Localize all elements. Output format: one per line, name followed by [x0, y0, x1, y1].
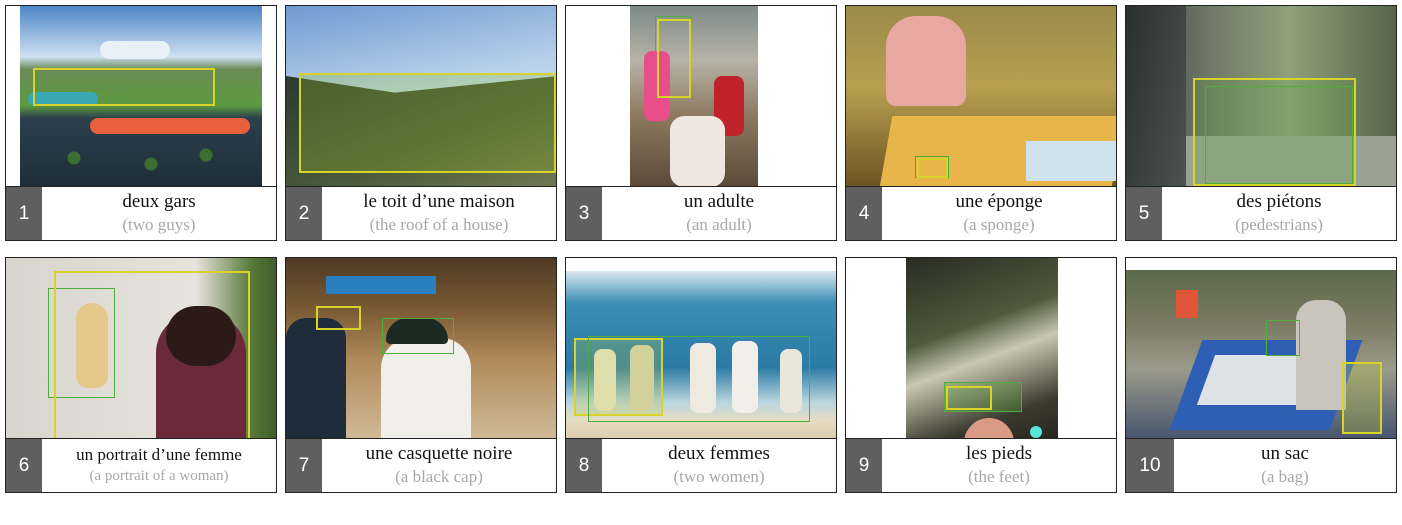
grid-card-6[interactable]: 6 un portrait d’une femme (a portrait of…: [5, 257, 277, 493]
caption-6: 6 un portrait d’une femme (a portrait of…: [6, 438, 276, 492]
caption-5: 5 des piétons (pedestrians): [1126, 186, 1396, 240]
grid-card-10[interactable]: 10 un sac (a bag): [1125, 257, 1397, 493]
caption-english: (pedestrians): [1235, 215, 1323, 234]
caption-8: 8 deux femmes (two women): [566, 438, 836, 492]
yellow-box: [657, 19, 691, 98]
caption-french: une éponge: [955, 191, 1043, 212]
caption-7: 7 une casquette noire (a black cap): [286, 438, 556, 492]
number-tab: 2: [286, 187, 322, 240]
yellow-box: [54, 271, 250, 459]
caption-french: deux gars: [122, 191, 196, 212]
caption-10: 10 un sac (a bag): [1126, 438, 1396, 492]
yellow-box: [299, 73, 556, 173]
caption-french: des piétons: [1236, 191, 1322, 212]
caption-2: 2 le toit d’une maison (the roof of a ho…: [286, 186, 556, 240]
caption-3: 3 un adulte (an adult): [566, 186, 836, 240]
grid-image-3: [566, 6, 836, 187]
caption-english: (the feet): [968, 467, 1030, 486]
grid-card-3[interactable]: 3 un adulte (an adult): [565, 5, 837, 241]
caption-english: (a portrait of a woman): [89, 468, 229, 484]
yellow-box: [33, 68, 215, 106]
green-box: [48, 288, 115, 398]
number-tab: 1: [6, 187, 42, 240]
number-tab: 5: [1126, 187, 1162, 240]
caption-french: un adulte: [683, 191, 755, 212]
grid-card-2[interactable]: 2 le toit d’une maison (the roof of a ho…: [285, 5, 557, 241]
grid-image-10: [1126, 258, 1396, 462]
grid-card-7[interactable]: 7 une casquette noire (a black cap): [285, 257, 557, 493]
number-tab: 7: [286, 439, 322, 492]
green-box: [1205, 86, 1353, 184]
green-box: [944, 382, 1022, 412]
yellow-box: [946, 386, 992, 410]
green-box: [382, 318, 454, 354]
caption-french: un portrait d’une femme: [76, 445, 242, 464]
grid-image-8: [566, 258, 836, 462]
green-box: [1266, 320, 1300, 356]
caption-french: une casquette noire: [365, 443, 513, 464]
caption-french: deux femmes: [668, 443, 770, 464]
caption-english: (the roof of a house): [369, 215, 509, 234]
caption-english: (an adult): [686, 215, 752, 234]
caption-4: 4 une éponge (a sponge): [846, 186, 1116, 240]
caption-french: un sac: [1260, 443, 1309, 464]
yellow-box: [917, 158, 948, 178]
number-tab: 3: [566, 187, 602, 240]
yellow-box: [574, 338, 663, 416]
green-box: [588, 336, 810, 422]
grid-image-9: [846, 258, 1116, 462]
caption-english: (a sponge): [963, 215, 1035, 234]
caption-english: (a bag): [1261, 467, 1309, 486]
grid-card-9[interactable]: 9 les pieds (the feet): [845, 257, 1117, 493]
grid-image-5: [1126, 6, 1396, 187]
yellow-box: [1193, 78, 1356, 186]
caption-english: (a black cap): [395, 467, 483, 486]
grid-card-4[interactable]: 4 une éponge (a sponge): [845, 5, 1117, 241]
grid-card-8[interactable]: 8 deux femmes (two women): [565, 257, 837, 493]
grid-card-5[interactable]: 5 des piétons (pedestrians): [1125, 5, 1397, 241]
caption-french: les pieds: [966, 443, 1032, 464]
number-tab: 9: [846, 439, 882, 492]
grid-image-2: [286, 6, 556, 187]
caption-9: 9 les pieds (the feet): [846, 438, 1116, 492]
caption-french: le toit d’une maison: [363, 191, 515, 212]
number-tab: 6: [6, 439, 42, 492]
caption-english: (two guys): [122, 215, 196, 234]
grid-image-4: [846, 6, 1116, 187]
caption-1: 1 deux gars (two guys): [6, 186, 276, 240]
number-tab: 4: [846, 187, 882, 240]
grid-image-7: [286, 258, 556, 462]
grid-image-6: [6, 258, 276, 462]
grid-image-1: [6, 6, 276, 187]
caption-english: (two women): [673, 467, 765, 486]
yellow-box: [316, 306, 361, 330]
yellow-box: [1342, 362, 1382, 434]
number-tab: 10: [1126, 439, 1174, 492]
grid-card-1[interactable]: 1 deux gars (two guys): [5, 5, 277, 241]
number-tab: 8: [566, 439, 602, 492]
